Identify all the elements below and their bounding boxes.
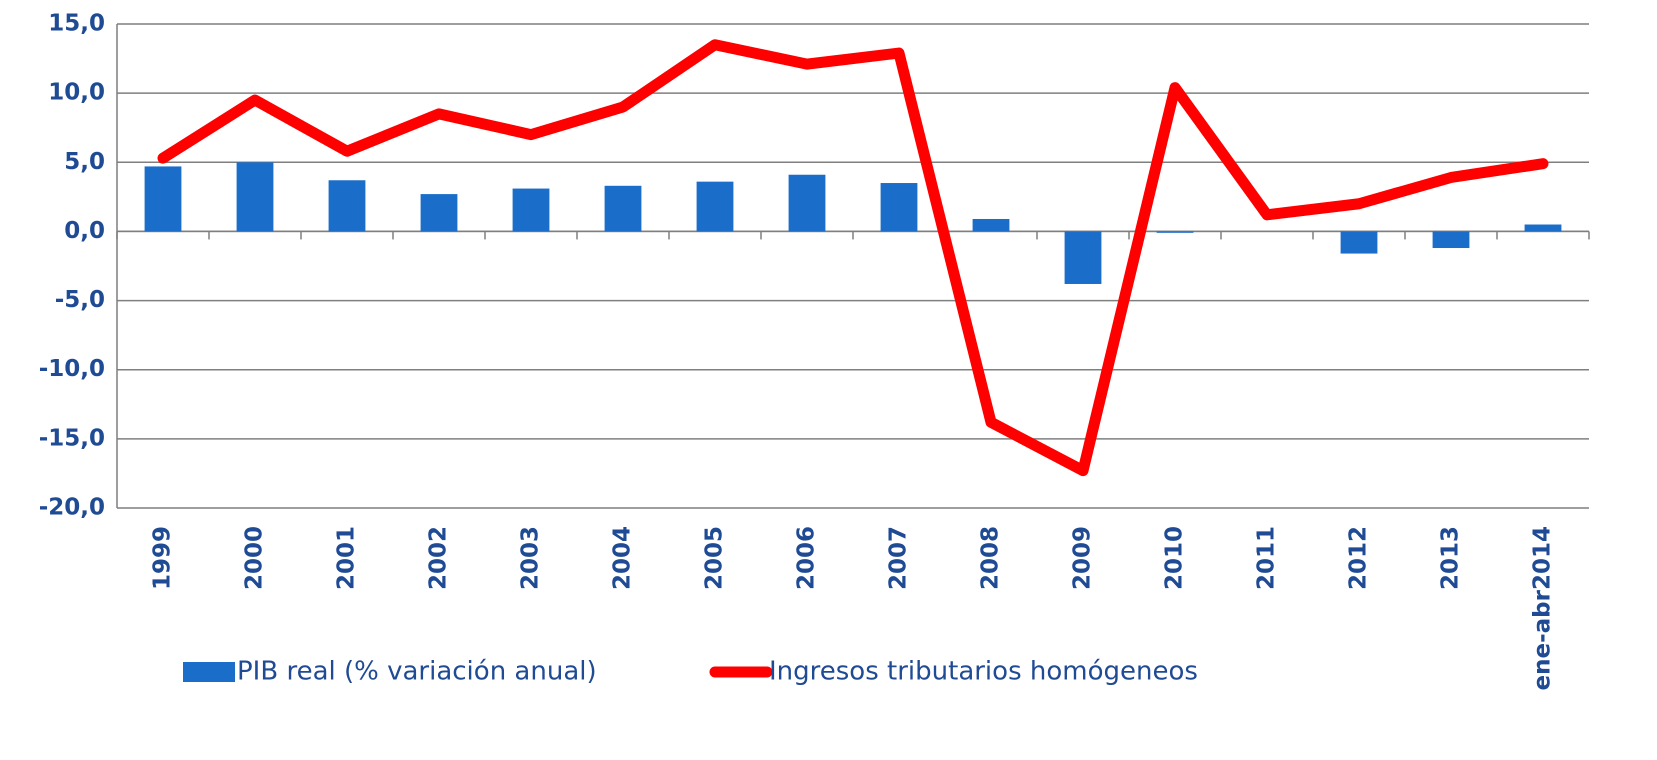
y-tick-label: 0,0: [64, 218, 105, 244]
x-tick-label: 2006: [794, 526, 820, 590]
bar: [144, 166, 182, 232]
x-tick-label: 2013: [1438, 526, 1464, 590]
y-tick-label: -20,0: [39, 495, 105, 521]
x-tick-label: 2007: [886, 526, 912, 590]
x-tick-label: 2012: [1346, 526, 1372, 590]
bar: [972, 218, 1010, 232]
bar: [788, 174, 826, 232]
y-tick-label: 10,0: [48, 80, 105, 106]
x-tick-label: 2000: [242, 526, 268, 590]
line: [157, 39, 1549, 477]
bar: [420, 194, 458, 232]
x-tick-label: 1999: [150, 526, 176, 590]
y-tick-label: -15,0: [39, 425, 105, 451]
x-tick-label: 2004: [610, 526, 636, 590]
bar: [1064, 231, 1102, 284]
y-tick-label: -10,0: [39, 356, 105, 382]
x-tick-label: 2010: [1162, 526, 1188, 590]
y-tick-label: -5,0: [55, 287, 105, 313]
bar: [880, 183, 918, 232]
bar: [696, 181, 734, 232]
legend-label: Ingresos tributarios homógeneos: [769, 657, 1198, 687]
x-tick-label: 2009: [1070, 526, 1096, 590]
bar: [1524, 224, 1562, 232]
legend-swatch: [183, 662, 235, 682]
x-tick-label: 2001: [334, 526, 360, 590]
bar: [604, 185, 642, 232]
y-tick-label: 5,0: [64, 149, 105, 175]
bar: [1432, 231, 1470, 249]
bar: [236, 162, 274, 232]
x-tick-label: 2003: [518, 526, 544, 590]
bar: [328, 180, 366, 232]
x-tick-label: 2002: [426, 526, 452, 590]
bar: [512, 188, 550, 232]
legend-label: PIB real (% variación anual): [237, 657, 597, 687]
x-tick-label: 2005: [702, 526, 728, 590]
y-tick-label: 15,0: [48, 11, 105, 37]
x-tick-label: ene-abr2014: [1530, 526, 1556, 690]
bar: [1156, 231, 1194, 233]
x-tick-label: 2011: [1254, 526, 1280, 590]
bar: [1340, 231, 1378, 254]
x-tick-label: 2008: [978, 526, 1004, 590]
